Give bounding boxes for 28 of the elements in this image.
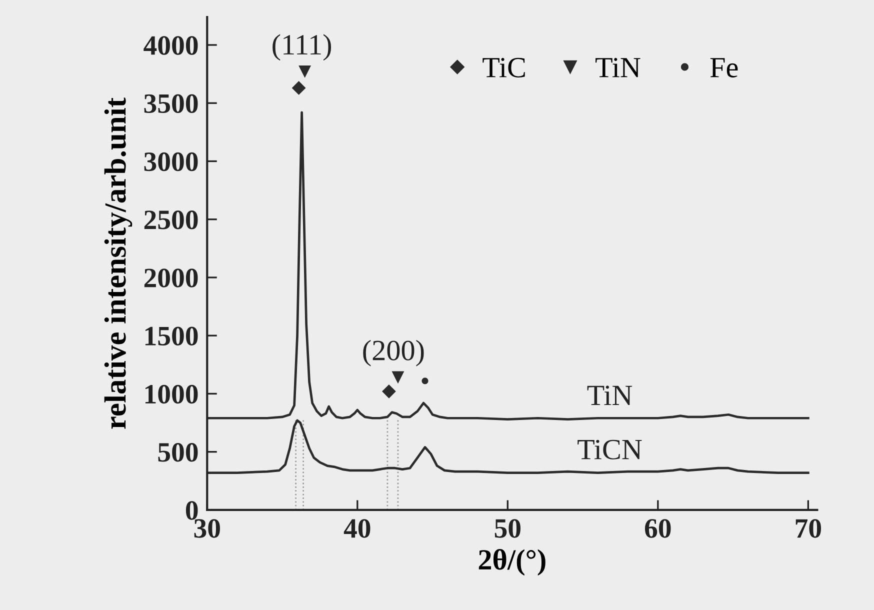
y-tick-label: 1000	[145, 384, 198, 404]
x-tick-label: 30	[194, 519, 220, 538]
annotation: (200)	[363, 340, 424, 366]
y-tick-label: 3500	[144, 94, 198, 114]
point	[298, 66, 312, 78]
point	[422, 378, 428, 384]
series-label: TiN	[587, 386, 632, 405]
point	[382, 384, 396, 398]
legend-label: TiN	[596, 58, 640, 78]
y-tick-label: 1500	[145, 326, 198, 346]
y-axis-title: relative intensity/arb.unit	[104, 98, 132, 429]
y-tick-label: 4000	[144, 36, 198, 55]
x-tick-label: 50	[494, 519, 520, 538]
y-tick-label: 2000	[144, 268, 198, 288]
x-tick-label: 40	[344, 519, 370, 538]
y-tick-label: 3000	[144, 152, 198, 172]
y-tick-label: 500	[158, 443, 198, 462]
legend-label: Fe	[710, 58, 738, 78]
legend-label: TiC	[482, 58, 525, 78]
x-tick-label: 70	[796, 519, 822, 538]
x-axis-title: 2θ/(°)	[478, 549, 546, 576]
point	[292, 81, 306, 95]
point	[392, 371, 404, 384]
series-label: TiCN	[578, 440, 642, 460]
y-tick-label: 0	[186, 501, 198, 520]
y-tick-label: 2500	[144, 210, 198, 230]
annotation: (111)	[272, 34, 332, 61]
x-tick-label: 60	[644, 519, 671, 538]
